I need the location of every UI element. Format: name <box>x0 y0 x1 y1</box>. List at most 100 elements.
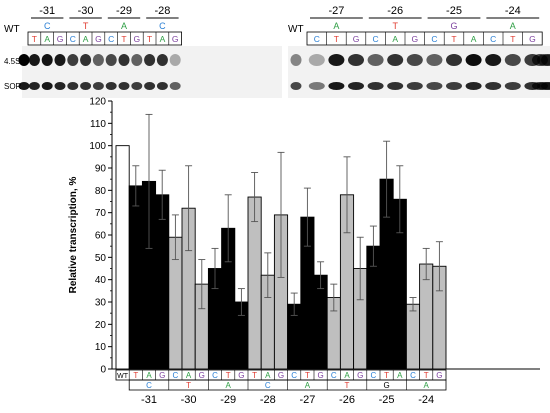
gel-left-position-label: -30 <box>78 5 94 17</box>
mutation-base-label: A <box>186 371 192 380</box>
gel-left-lane-base: G <box>57 34 64 44</box>
gel-left-lane-base: A <box>44 34 50 44</box>
gel-band-sor <box>290 82 302 90</box>
gel-left-position-label: -31 <box>39 5 55 17</box>
gel-left-lane-base: C <box>70 34 76 44</box>
gel-band-4.5si <box>54 54 66 66</box>
gel-band-sor <box>308 82 325 90</box>
y-tick-label: 20 <box>95 320 107 331</box>
y-axis-label: Relative transcription, % <box>68 177 79 294</box>
gel-right-wildtype-base: A <box>510 21 516 31</box>
wildtype-base-label: A <box>424 381 430 390</box>
gel-left-lane-base: T <box>147 34 152 44</box>
gel-right-lane-base: T <box>334 34 339 44</box>
mutation-base-label: T <box>424 371 429 380</box>
gel-right-lane-base: G <box>529 34 536 44</box>
gel-right-lane-base: T <box>510 34 515 44</box>
gel-band-4.5si <box>504 54 521 66</box>
gel-band-sor <box>504 82 521 90</box>
gel-band-sor <box>156 82 168 90</box>
gel-band-4.5si <box>367 54 384 66</box>
gel-band-sor <box>105 82 117 90</box>
position-label: -27 <box>299 394 315 406</box>
wildtype-base-label: T <box>345 381 350 390</box>
mutation-base-label: C <box>371 371 377 380</box>
y-tick-label: 100 <box>89 141 106 152</box>
gel-band-sor <box>118 82 130 90</box>
mutation-base-label: A <box>265 371 271 380</box>
gel-wt-label-right: WT <box>288 24 304 35</box>
gel-left-lane-base: T <box>32 34 37 44</box>
y-tick-label: 50 <box>95 253 107 264</box>
mutation-base-label: G <box>199 371 205 380</box>
position-label: -29 <box>220 394 236 406</box>
wt-cell-label: WT <box>117 373 129 380</box>
gel-band-sor <box>67 82 79 90</box>
wildtype-base-label: A <box>226 381 232 390</box>
gel-blot-left <box>22 46 282 98</box>
gel-band-sor <box>144 82 156 90</box>
mutation-base-label: G <box>317 371 323 380</box>
mutation-base-label: C <box>173 371 179 380</box>
y-tick-label: 90 <box>95 164 107 175</box>
mutation-base-label: A <box>397 371 403 380</box>
gel-band-sor <box>406 82 423 90</box>
mutation-base-label: C <box>331 371 337 380</box>
gel-band-sor <box>485 82 502 90</box>
gel-left-lane-base: C <box>108 34 114 44</box>
gel-band-sor <box>92 82 104 90</box>
gel-right-wildtype-base: A <box>333 21 339 31</box>
gel-band-4.5si <box>387 54 404 66</box>
gel-left-lane-base: G <box>172 34 179 44</box>
bar--28-T <box>247 196 262 370</box>
wildtype-base-label: C <box>146 381 152 390</box>
gel-row-label: SOR <box>4 82 22 91</box>
gel-blot-right <box>288 46 550 98</box>
bar-chart: 0 10 20 30 40 50 60 70 80 90 100 110 120 Relative tra… <box>68 97 540 406</box>
gel-left-lane-base: G <box>95 34 102 44</box>
mutation-base-label: G <box>436 371 442 380</box>
gel-band-4.5si <box>406 54 423 66</box>
mutation-base-label: C <box>212 371 218 380</box>
mutation-base-label: C <box>291 371 297 380</box>
gel-band-4.5si <box>156 54 168 66</box>
gel-band-4.5si <box>67 54 79 66</box>
gel-right-lane-base: A <box>392 34 398 44</box>
gel-band-4.5si <box>541 54 550 66</box>
wildtype-base-label: A <box>305 381 311 390</box>
gel-band-4.5si <box>118 54 130 66</box>
gel-right-lane-base: C <box>373 34 379 44</box>
gel-band-4.5si <box>80 54 92 66</box>
gel-band-4.5si <box>465 54 482 66</box>
gel-right-lane-base: C <box>431 34 437 44</box>
mutation-base-label: G <box>278 371 284 380</box>
gel-right-lane-base: C <box>490 34 496 44</box>
gel-left-lane-base: T <box>121 34 126 44</box>
gel-right-wildtype-base: T <box>392 21 398 31</box>
gel-band-4.5si <box>131 54 143 66</box>
gel-band-4.5si <box>290 54 302 66</box>
y-tick-label: 10 <box>95 342 107 353</box>
y-tick-label: 0 <box>100 365 106 376</box>
gel-right-lane-base: G <box>353 34 360 44</box>
mutation-base-label: T <box>133 371 138 380</box>
y-tick-label: 110 <box>90 119 106 130</box>
gel-wt-label-left: WT <box>4 24 20 35</box>
gel-left-wildtype-base: C <box>44 21 51 31</box>
mutation-base-label: T <box>226 371 231 380</box>
gel-band-4.5si <box>41 54 53 66</box>
gel-left-wildtype-base: A <box>121 21 127 31</box>
position-label: -25 <box>379 394 395 406</box>
gel-left-position-label: -28 <box>154 5 170 17</box>
y-tick-label: 70 <box>95 208 107 219</box>
gel-band-sor <box>387 82 404 90</box>
mutation-base-label: T <box>305 371 310 380</box>
gel-right-lane-base: A <box>471 34 477 44</box>
gel-band-4.5si <box>28 54 40 66</box>
gel-left-wildtype-base: T <box>83 21 89 31</box>
gel-band-sor <box>541 82 550 90</box>
gel-band-sor <box>80 82 92 90</box>
gel-band-sor <box>169 82 181 90</box>
